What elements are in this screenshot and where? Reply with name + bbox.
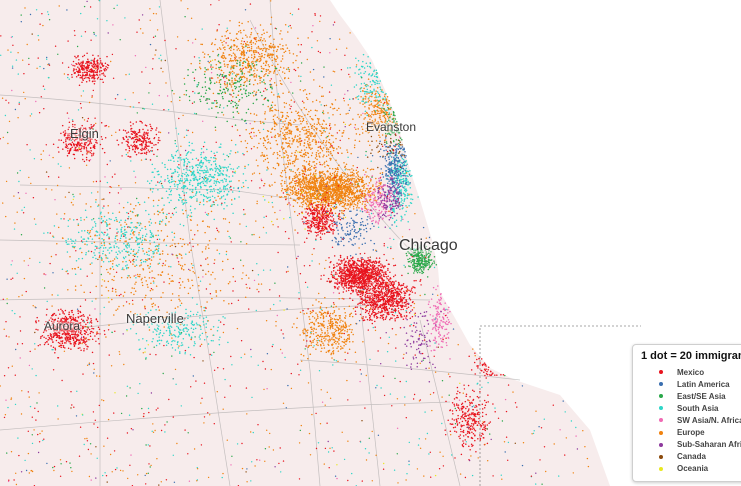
legend-swatch (659, 454, 663, 459)
legend-label: South Asia (677, 403, 719, 413)
legend-swatch (659, 382, 663, 387)
city-label-chicago: Chicago (399, 237, 458, 254)
city-label-evanston: Evanston (366, 120, 417, 134)
legend-label: Sub-Saharan Africa (677, 440, 741, 450)
legend-item: Latin America (641, 378, 741, 390)
legend-item: SW Asia/N. Africa (641, 414, 741, 426)
map-legend: 1 dot = 20 immigrants Mexico Latin Americ… (632, 344, 741, 482)
legend-swatch (659, 370, 663, 375)
city-label-elgin: Elgin (70, 126, 99, 141)
legend-label: Oceania (677, 464, 709, 474)
legend-swatch (659, 466, 663, 471)
legend-label: SW Asia/N. Africa (677, 415, 741, 425)
legend-title: 1 dot = 20 immigrants (641, 350, 741, 362)
legend-item: South Asia (641, 402, 741, 414)
legend-label: Latin America (677, 379, 730, 389)
legend-swatch (659, 430, 663, 435)
state-border-line (479, 325, 641, 486)
legend-item: East/SE Asia (641, 390, 741, 402)
city-label-aurora: Aurora (44, 319, 81, 333)
legend-swatch (659, 394, 663, 399)
legend-item: Oceania (641, 463, 741, 475)
city-label-naperville: Naperville (126, 311, 184, 326)
legend-swatch (659, 418, 663, 423)
legend-swatch (659, 442, 663, 447)
legend-label: Mexico (677, 367, 705, 377)
immigrant-dots (0, 0, 590, 486)
road-network (0, 0, 521, 486)
legend-item: Sub-Saharan Africa (641, 439, 741, 451)
legend-item: Canada (641, 451, 741, 463)
legend-swatch (659, 406, 663, 411)
legend-label: Europe (677, 428, 705, 438)
legend-label: Canada (677, 452, 706, 462)
legend-item: Mexico (641, 366, 741, 378)
legend-label: East/SE Asia (677, 391, 726, 401)
legend-item: Europe (641, 426, 741, 438)
